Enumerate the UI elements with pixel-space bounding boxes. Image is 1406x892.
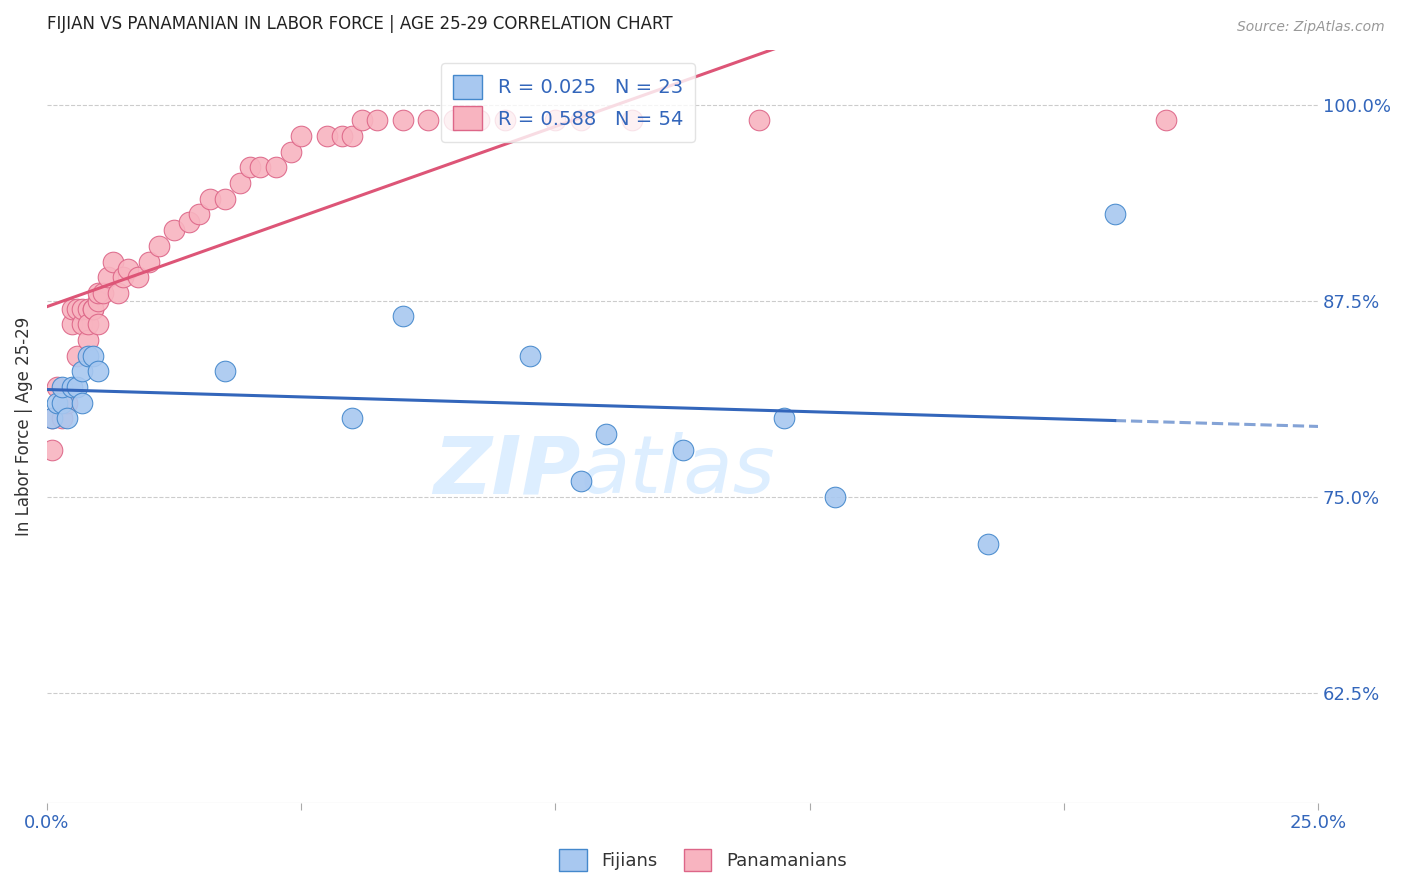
Point bbox=[117, 262, 139, 277]
Point bbox=[340, 411, 363, 425]
Point bbox=[179, 215, 201, 229]
Point bbox=[418, 113, 440, 128]
Point bbox=[51, 395, 73, 409]
Text: atlas: atlas bbox=[581, 433, 776, 510]
Point bbox=[976, 537, 998, 551]
Point bbox=[544, 113, 567, 128]
Point bbox=[87, 285, 110, 300]
Point bbox=[569, 113, 592, 128]
Point bbox=[239, 161, 262, 175]
Point bbox=[87, 318, 110, 332]
Point bbox=[824, 490, 846, 504]
Point bbox=[66, 349, 89, 363]
Point bbox=[41, 411, 63, 425]
Point bbox=[82, 301, 104, 316]
Point bbox=[748, 113, 770, 128]
Point bbox=[72, 318, 94, 332]
Point bbox=[620, 113, 643, 128]
Point bbox=[494, 113, 516, 128]
Point bbox=[1104, 207, 1126, 221]
Point bbox=[76, 333, 98, 347]
Legend: Fijians, Panamanians: Fijians, Panamanians bbox=[553, 842, 853, 879]
Legend: R = 0.025   N = 23, R = 0.588   N = 54: R = 0.025 N = 23, R = 0.588 N = 54 bbox=[441, 63, 695, 142]
Point bbox=[72, 395, 94, 409]
Text: FIJIAN VS PANAMANIAN IN LABOR FORCE | AGE 25-29 CORRELATION CHART: FIJIAN VS PANAMANIAN IN LABOR FORCE | AG… bbox=[46, 15, 672, 33]
Point bbox=[443, 113, 465, 128]
Point bbox=[66, 380, 89, 394]
Point bbox=[1154, 113, 1177, 128]
Point bbox=[82, 349, 104, 363]
Point bbox=[214, 192, 236, 206]
Point bbox=[392, 113, 415, 128]
Point bbox=[138, 254, 160, 268]
Point bbox=[87, 364, 110, 378]
Point bbox=[60, 380, 83, 394]
Point bbox=[595, 427, 617, 442]
Point bbox=[127, 270, 149, 285]
Point bbox=[671, 442, 693, 457]
Point bbox=[46, 395, 69, 409]
Point bbox=[51, 380, 73, 394]
Point bbox=[249, 161, 271, 175]
Point bbox=[229, 176, 252, 190]
Point bbox=[773, 411, 796, 425]
Point bbox=[46, 380, 69, 394]
Point bbox=[41, 442, 63, 457]
Point bbox=[87, 293, 110, 308]
Point bbox=[214, 364, 236, 378]
Point bbox=[107, 285, 129, 300]
Point bbox=[76, 301, 98, 316]
Point bbox=[148, 239, 170, 253]
Point bbox=[76, 318, 98, 332]
Point bbox=[91, 285, 114, 300]
Text: ZIP: ZIP bbox=[433, 433, 581, 510]
Point bbox=[340, 129, 363, 144]
Point bbox=[56, 411, 79, 425]
Point bbox=[366, 113, 388, 128]
Point bbox=[56, 395, 79, 409]
Point bbox=[569, 474, 592, 488]
Point bbox=[392, 310, 415, 324]
Point bbox=[198, 192, 221, 206]
Point bbox=[76, 349, 98, 363]
Point bbox=[60, 301, 83, 316]
Point bbox=[290, 129, 312, 144]
Point bbox=[66, 301, 89, 316]
Point bbox=[352, 113, 374, 128]
Text: Source: ZipAtlas.com: Source: ZipAtlas.com bbox=[1237, 20, 1385, 34]
Point bbox=[82, 301, 104, 316]
Point bbox=[97, 270, 120, 285]
Point bbox=[468, 113, 491, 128]
Point bbox=[72, 301, 94, 316]
Y-axis label: In Labor Force | Age 25-29: In Labor Force | Age 25-29 bbox=[15, 317, 32, 536]
Point bbox=[315, 129, 337, 144]
Point bbox=[101, 254, 124, 268]
Point bbox=[330, 129, 353, 144]
Point bbox=[188, 207, 211, 221]
Point bbox=[519, 349, 541, 363]
Point bbox=[41, 411, 63, 425]
Point bbox=[264, 161, 287, 175]
Point bbox=[280, 145, 302, 159]
Point bbox=[163, 223, 186, 237]
Point bbox=[51, 411, 73, 425]
Point bbox=[72, 364, 94, 378]
Point bbox=[60, 318, 83, 332]
Point bbox=[112, 270, 135, 285]
